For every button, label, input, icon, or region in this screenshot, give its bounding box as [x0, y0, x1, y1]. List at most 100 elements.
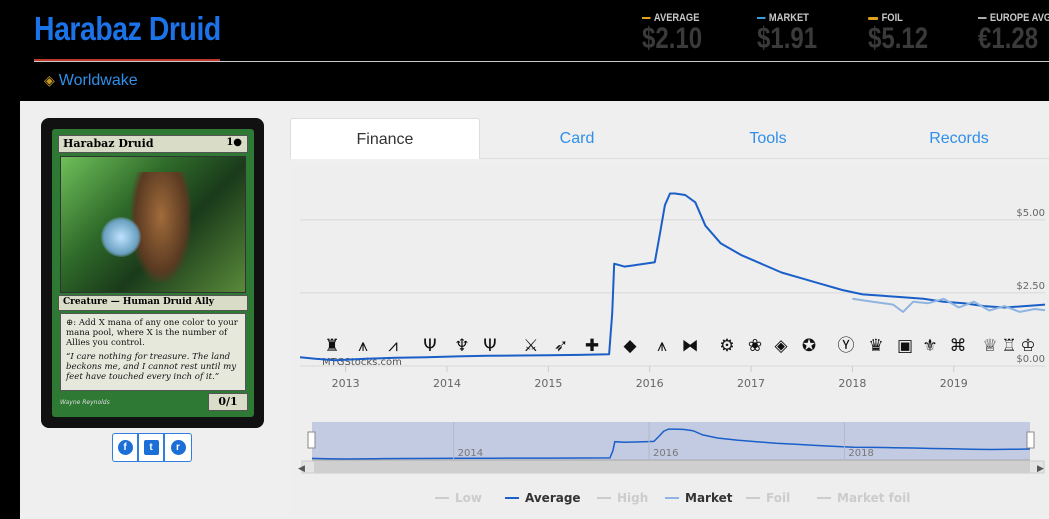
- market-label: MARKET: [768, 12, 809, 24]
- foil-price: FOIL $5.12: [868, 12, 943, 56]
- card-name: Harabaz Druid: [63, 137, 154, 150]
- set-release-marker[interactable]: Ψ: [483, 336, 496, 356]
- tab-tools[interactable]: Tools: [749, 130, 787, 147]
- series-line-average: [299, 192, 1046, 362]
- set-release-marker[interactable]: Ⓨ: [838, 336, 855, 356]
- set-release-marker[interactable]: ♕: [982, 336, 997, 356]
- set-release-marker[interactable]: ✚: [585, 336, 599, 356]
- card-rules-text: ⊕: Add X mana of any one color to your m…: [66, 318, 238, 348]
- set-release-marker[interactable]: ▣: [897, 336, 913, 356]
- price-chart-svg[interactable]: $0.00 $2.50 $5.00 2013 2014 2015 2016 2017 2018 2…: [290, 166, 1049, 519]
- set-symbol-icon: ◈: [44, 72, 55, 88]
- europe-price: EUROPE AVG €1.28: [978, 12, 1049, 56]
- tab-card[interactable]: Card: [559, 130, 595, 147]
- art-figure: [131, 172, 191, 282]
- scroll-left-arrow-icon[interactable]: ◀: [298, 464, 305, 474]
- average-value: $2.10: [642, 22, 703, 55]
- legend-item-average[interactable]: Average: [525, 491, 581, 505]
- scroll-right-arrow-icon[interactable]: ▶: [1037, 464, 1044, 474]
- card-flavor-text: “I care nothing for treasure. The land b…: [66, 352, 237, 382]
- x-tick-label: 2014: [433, 377, 461, 390]
- x-tick-label: 2017: [737, 377, 765, 390]
- foil-label: FOIL: [881, 12, 903, 24]
- set-release-marker[interactable]: ⚙: [719, 336, 734, 356]
- y-tick-label: $2.50: [1016, 281, 1045, 292]
- x-tick-label: 2013: [332, 377, 360, 390]
- tab-bar: Finance Card Tools Records: [290, 118, 1049, 159]
- tab-finance[interactable]: Finance: [290, 118, 480, 159]
- price-chart[interactable]: $0.00 $2.50 $5.00 2013 2014 2015 2016 2017 2018 2…: [290, 166, 1049, 519]
- foil-swatch: [868, 16, 879, 20]
- set-release-marker[interactable]: ⩚: [657, 336, 667, 356]
- navigator-tick-label: 2018: [848, 448, 873, 459]
- card-art: [60, 156, 246, 293]
- average-price: AVERAGE $2.10: [642, 12, 717, 56]
- mana-cost: 1●: [226, 137, 242, 148]
- set-release-marker[interactable]: ⩘: [388, 336, 398, 356]
- x-tick-label: 2018: [838, 377, 866, 390]
- set-release-marker[interactable]: ♛: [868, 336, 883, 356]
- facebook-share-button[interactable]: f: [112, 433, 138, 462]
- europe-value: €1.28: [978, 22, 1039, 55]
- chart-watermark: MTGStocks.com: [322, 357, 402, 368]
- page-title: Harabaz Druid: [34, 10, 221, 47]
- set-release-marker[interactable]: ✪: [802, 336, 816, 356]
- x-tick-label: 2016: [636, 377, 664, 390]
- set-release-marker[interactable]: ♜: [324, 336, 339, 356]
- set-release-marker[interactable]: Ψ: [423, 336, 436, 356]
- y-tick-label: $5.00: [1016, 208, 1045, 219]
- market-price: MARKET $1.91: [757, 12, 832, 56]
- set-release-marker[interactable]: ❀: [748, 336, 762, 356]
- legend-item-foil[interactable]: Foil: [766, 491, 790, 505]
- set-release-marker[interactable]: ◆: [623, 336, 637, 356]
- title-underline: [34, 59, 220, 61]
- market-swatch: [757, 17, 766, 20]
- card-text-box: ⊕: Add X mana of any one color to your m…: [60, 313, 246, 391]
- y-tick-label: $0.00: [1016, 354, 1045, 365]
- set-release-marker[interactable]: ⚜: [922, 336, 937, 356]
- europe-label: EUROPE AVG: [989, 12, 1049, 24]
- art-orb: [101, 217, 141, 257]
- navigator-tick-label: 2016: [653, 448, 678, 459]
- set-release-marker[interactable]: ♖: [1001, 336, 1016, 356]
- set-release-marker[interactable]: ⩚: [358, 336, 368, 356]
- set-release-marker[interactable]: ◈: [774, 336, 788, 356]
- set-name: Worldwake: [58, 72, 138, 89]
- set-release-marker[interactable]: ➶: [554, 336, 568, 356]
- header-divider: [34, 61, 1049, 62]
- series-line-market: [852, 297, 1046, 313]
- average-label: AVERAGE: [653, 12, 700, 24]
- tab-records[interactable]: Records: [929, 130, 989, 147]
- x-tick-label: 2015: [534, 377, 562, 390]
- facebook-icon: f: [117, 440, 133, 455]
- card-image: Harabaz Druid 1● Creature — Human Druid A…: [52, 129, 254, 417]
- card-name-bar: Harabaz Druid 1●: [58, 135, 248, 153]
- navigator-left-handle[interactable]: [307, 431, 316, 449]
- twitter-share-button[interactable]: t: [138, 433, 164, 462]
- set-release-marker[interactable]: ♔: [1020, 336, 1035, 356]
- set-release-marker[interactable]: ⧓: [682, 336, 699, 356]
- set-release-marker[interactable]: ⌘: [950, 336, 967, 356]
- legend-item-high[interactable]: High: [617, 491, 648, 505]
- legend-item-market-foil[interactable]: Market foil: [837, 491, 910, 505]
- set-release-marker[interactable]: ♆: [454, 336, 469, 356]
- navigator-window[interactable]: [312, 422, 1030, 460]
- foil-value: $5.12: [868, 22, 929, 55]
- card-power-toughness: 0/1: [208, 393, 248, 411]
- navigator-series-line: [311, 428, 1031, 460]
- card-artist: Wayne Reynolds: [60, 399, 110, 406]
- legend-item-market[interactable]: Market: [685, 491, 733, 505]
- legend-item-low[interactable]: Low: [455, 491, 482, 505]
- card-type-line: Creature — Human Druid Ally: [58, 295, 248, 311]
- average-swatch: [642, 17, 651, 20]
- set-release-marker[interactable]: ⚔: [523, 336, 538, 356]
- europe-swatch: [978, 17, 987, 20]
- navigator-scrollbar-thumb[interactable]: [314, 461, 1030, 473]
- navigator-tick-label: 2014: [458, 448, 483, 459]
- market-value: $1.91: [757, 22, 818, 55]
- reddit-share-button[interactable]: r: [164, 433, 192, 462]
- reddit-icon: r: [170, 440, 186, 455]
- navigator-right-handle[interactable]: [1026, 431, 1035, 449]
- x-tick-label: 2019: [940, 377, 968, 390]
- set-link[interactable]: ◈ Worldwake: [44, 72, 138, 90]
